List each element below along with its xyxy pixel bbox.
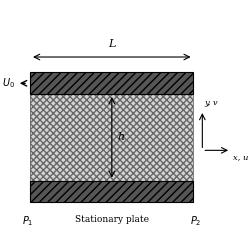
Text: h: h (117, 132, 124, 142)
Bar (30, 94, 194, 180)
Bar (30, 72, 194, 94)
Bar (30, 72, 194, 94)
Text: $P_1$: $P_1$ (22, 214, 34, 228)
FancyBboxPatch shape (30, 94, 194, 180)
Text: y, v: y, v (204, 99, 218, 107)
Text: x, u: x, u (233, 154, 248, 162)
Text: $P_2$: $P_2$ (190, 214, 202, 228)
Bar (30, 94, 194, 180)
Bar (30, 180, 194, 202)
Text: L: L (108, 39, 116, 49)
Bar (30, 180, 194, 202)
Text: Stationary plate: Stationary plate (75, 214, 149, 224)
Text: $U_0$: $U_0$ (2, 76, 15, 90)
